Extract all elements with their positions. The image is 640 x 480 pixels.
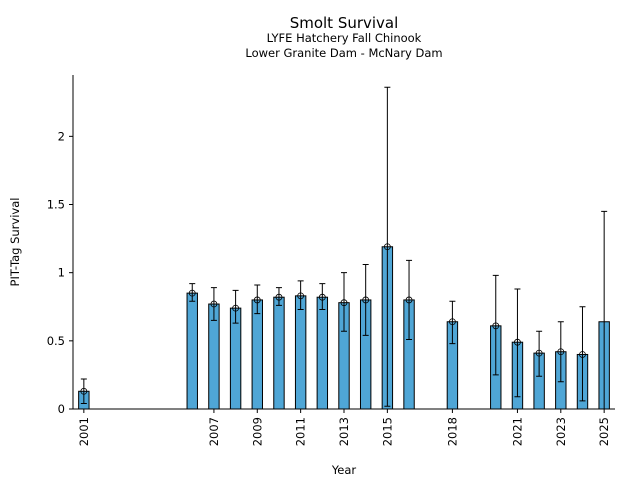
point-2012 — [318, 293, 326, 301]
error-bar-2006 — [189, 283, 196, 302]
x-tick-label: 2025 — [597, 417, 611, 446]
error-bar-2015 — [384, 86, 391, 407]
y-tick-label: 2 — [58, 129, 65, 143]
error-bar-2007 — [210, 287, 217, 321]
error-bar-2011 — [297, 280, 304, 310]
error-bar-2013 — [341, 272, 347, 332]
x-tick-label: 2021 — [510, 417, 524, 446]
error-bar-2022 — [536, 330, 543, 377]
x-ticks: 2001 2007 2009 2011 2013 2015 2018 2021 2023 2025 — [77, 409, 611, 446]
point-2007 — [210, 300, 218, 308]
bar-2009 — [251, 299, 263, 410]
error-bar-2023 — [557, 321, 564, 383]
point-2021 — [514, 338, 521, 346]
point-2015 — [383, 243, 391, 251]
bars-group — [78, 86, 610, 410]
point-2023 — [557, 348, 565, 356]
x-tick-label: 2023 — [554, 417, 568, 446]
x-tick-label: 2013 — [337, 417, 351, 446]
x-tick-label: 2009 — [250, 417, 264, 446]
point-2022 — [535, 349, 543, 357]
error-bar-2016 — [406, 259, 413, 340]
x-tick-label: 2007 — [207, 417, 221, 446]
x-tick-label: 2018 — [445, 417, 459, 446]
error-bar-2018 — [449, 300, 456, 345]
point-2016 — [405, 296, 413, 304]
y-tick-label: 1 — [58, 266, 65, 280]
point-2014 — [362, 296, 370, 304]
chart-subtitle-1: LYFE Hatchery Fall Chinook — [267, 31, 422, 45]
error-bar-2009 — [254, 284, 261, 315]
point-2009 — [253, 296, 261, 304]
x-tick-label: 2015 — [380, 417, 394, 446]
point-2018 — [448, 318, 456, 326]
x-tick-label: 2001 — [77, 417, 91, 446]
point-2011 — [297, 292, 305, 300]
point-2006 — [188, 289, 196, 297]
point-2008 — [232, 304, 240, 312]
error-bar-2024 — [579, 306, 586, 402]
y-tick-label: 0.5 — [47, 334, 65, 348]
bar-2011 — [294, 295, 307, 410]
point-2010 — [275, 293, 283, 301]
point-2024 — [579, 351, 586, 358]
y-tick-label: 1.5 — [47, 198, 65, 212]
y-tick-label: 0 — [58, 402, 65, 416]
error-bar-2010 — [275, 287, 282, 306]
y-axis-label: PIT-Tag Survival — [8, 198, 22, 287]
bar-2012 — [316, 296, 329, 410]
y-ticks: 0 0.5 1 1.5 2 — [47, 129, 73, 416]
chart-title: Smolt Survival — [290, 14, 399, 32]
x-axis-label: Year — [331, 463, 357, 477]
error-bar-2014 — [362, 263, 369, 336]
bar-2010 — [273, 296, 285, 410]
error-bar-2020 — [492, 274, 499, 376]
error-bar-2021 — [514, 288, 521, 398]
point-2001 — [80, 387, 88, 395]
error-bar-2008 — [232, 289, 239, 324]
bar-2006 — [186, 292, 198, 410]
error-bar-2012 — [319, 283, 326, 310]
error-bar-2001 — [80, 378, 87, 405]
x-tick-label: 2011 — [294, 417, 308, 446]
chart-subtitle-2: Lower Granite Dam - McNary Dam — [245, 46, 442, 60]
point-2020 — [492, 322, 500, 330]
point-2013 — [340, 299, 348, 307]
